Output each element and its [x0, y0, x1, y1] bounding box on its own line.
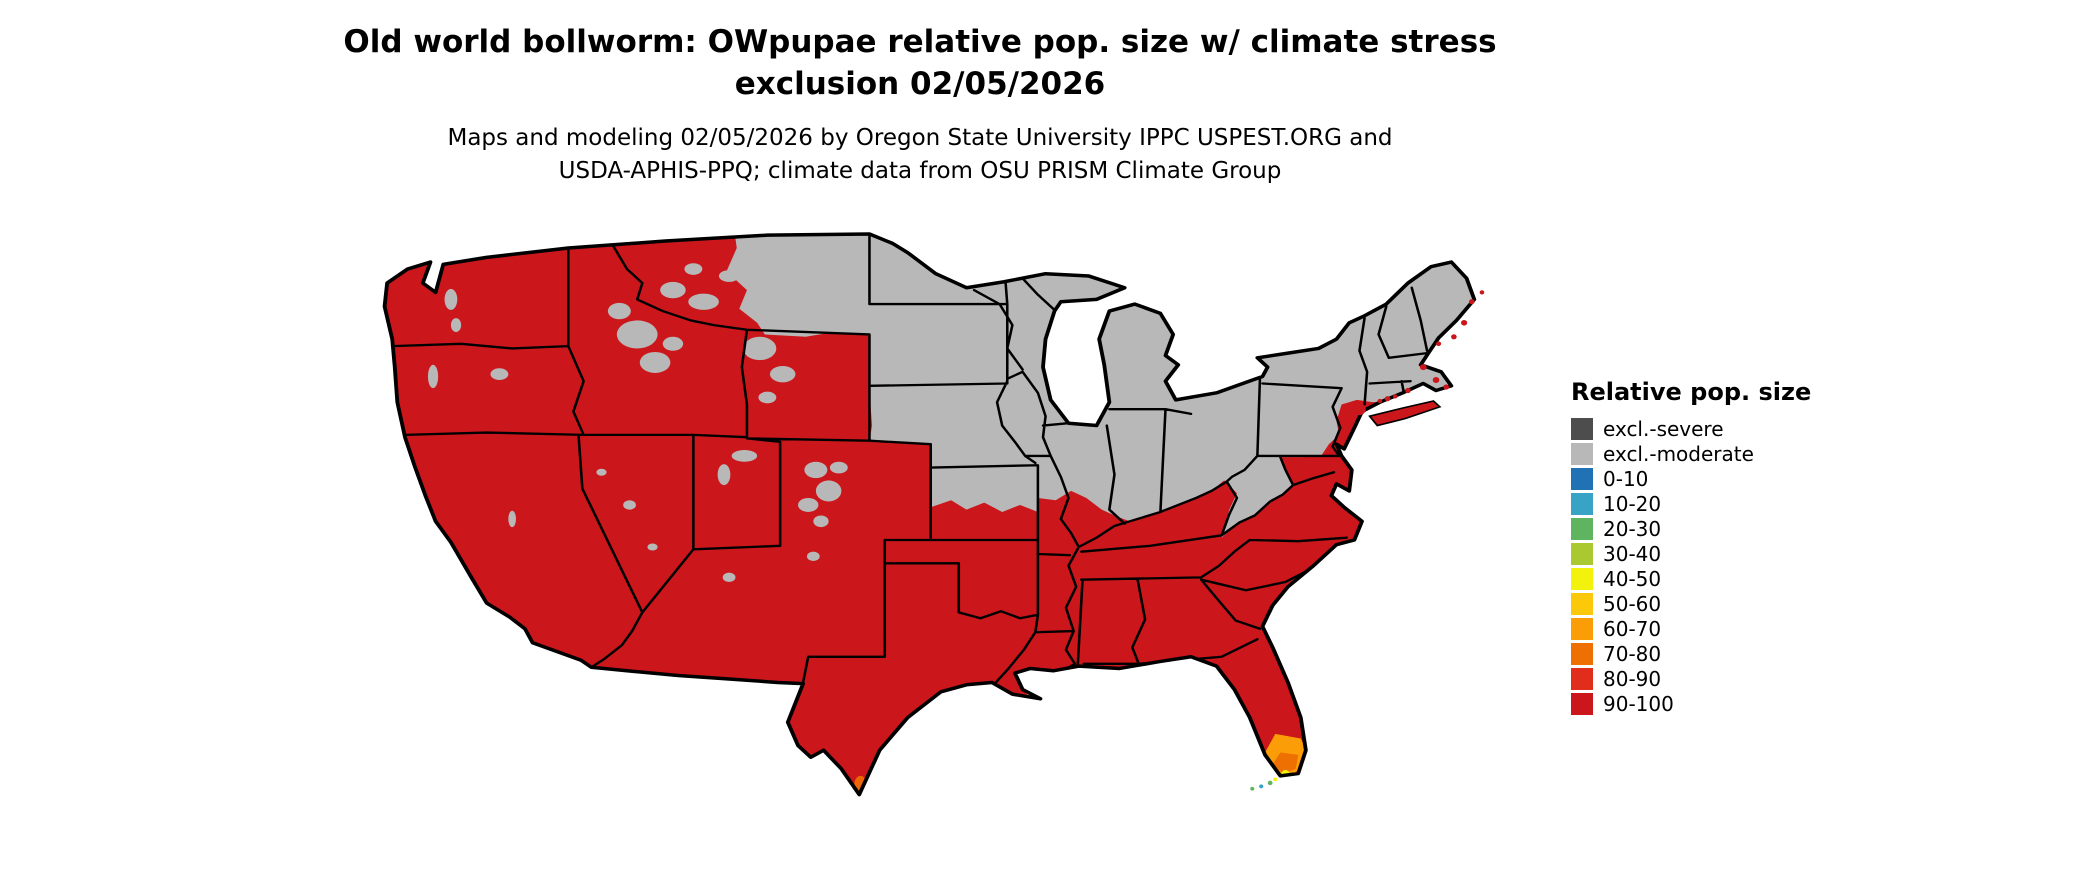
- us-map: [308, 227, 1533, 881]
- legend-item-label: excl.-moderate: [1603, 441, 1754, 466]
- legend-color-swatch: [1571, 542, 1593, 565]
- map-legend: Relative pop. size excl.-severe excl.-mod…: [1571, 378, 1901, 716]
- legend-item: excl.-moderate: [1571, 441, 1901, 466]
- legend-color-swatch: [1571, 492, 1593, 515]
- legend-color-swatch: [1571, 592, 1593, 615]
- us-map-svg: [382, 232, 1485, 797]
- legend-item-label: 60-70: [1603, 616, 1662, 641]
- legend-color-swatch: [1571, 617, 1593, 640]
- page-subtitle: Maps and modeling 02/05/2026 by Oregon S…: [0, 122, 1840, 189]
- subtitle-line-1: Maps and modeling 02/05/2026 by Oregon S…: [447, 124, 1393, 151]
- legend-color-swatch: [1571, 567, 1593, 590]
- legend-color-swatch: [1571, 642, 1593, 665]
- legend-color-swatch: [1571, 517, 1593, 540]
- legend-item-label: 10-20: [1603, 491, 1662, 516]
- florida-keys: [1250, 777, 1278, 791]
- legend-item-label: 50-60: [1603, 591, 1662, 616]
- legend-item: 40-50: [1571, 566, 1901, 591]
- subtitle-line-2: USDA-APHIS-PPQ; climate data from OSU PR…: [558, 158, 1282, 185]
- legend-item-label: 90-100: [1603, 691, 1674, 716]
- nyc-region: [1353, 403, 1366, 416]
- long-island-region: [1368, 400, 1442, 427]
- legend-item: 80-90: [1571, 666, 1901, 691]
- legend-item-label: 70-80: [1603, 641, 1662, 666]
- legend-item: 10-20: [1571, 491, 1901, 516]
- legend-item-label: excl.-severe: [1603, 416, 1724, 441]
- page-title: Old world bollworm: OWpupae relative pop…: [0, 22, 1840, 106]
- mountain-exclusion-patches: [427, 263, 848, 583]
- legend-item: 0-10: [1571, 466, 1901, 491]
- title-line-2: exclusion 02/05/2026: [734, 65, 1106, 102]
- title-block: Old world bollworm: OWpupae relative pop…: [0, 22, 1840, 188]
- legend-item: 60-70: [1571, 616, 1901, 641]
- legend-item-label: 30-40: [1603, 541, 1662, 566]
- coastal-high-population-speckles: [1353, 290, 1485, 427]
- legend-item: excl.-severe: [1571, 416, 1901, 441]
- legend-color-swatch: [1571, 692, 1593, 715]
- legend-color-swatch: [1571, 417, 1593, 440]
- legend-color-swatch: [1571, 442, 1593, 465]
- legend-item: 90-100: [1571, 691, 1901, 716]
- legend-color-swatch: [1571, 667, 1593, 690]
- legend-item-label: 40-50: [1603, 566, 1662, 591]
- legend-item-label: 80-90: [1603, 666, 1662, 691]
- state-borders: [390, 235, 1429, 684]
- legend-item-label: 0-10: [1603, 466, 1649, 491]
- legend-item: 20-30: [1571, 516, 1901, 541]
- legend-item: 50-60: [1571, 591, 1901, 616]
- legend-item-label: 20-30: [1603, 516, 1662, 541]
- legend-title: Relative pop. size: [1571, 378, 1812, 406]
- title-line-1: Old world bollworm: OWpupae relative pop…: [343, 24, 1497, 60]
- legend-items: excl.-severe excl.-moderate 0-10 10-20 20-30…: [1571, 416, 1901, 716]
- legend-color-swatch: [1571, 467, 1593, 490]
- legend-item: 30-40: [1571, 541, 1901, 566]
- legend-item: 70-80: [1571, 641, 1901, 666]
